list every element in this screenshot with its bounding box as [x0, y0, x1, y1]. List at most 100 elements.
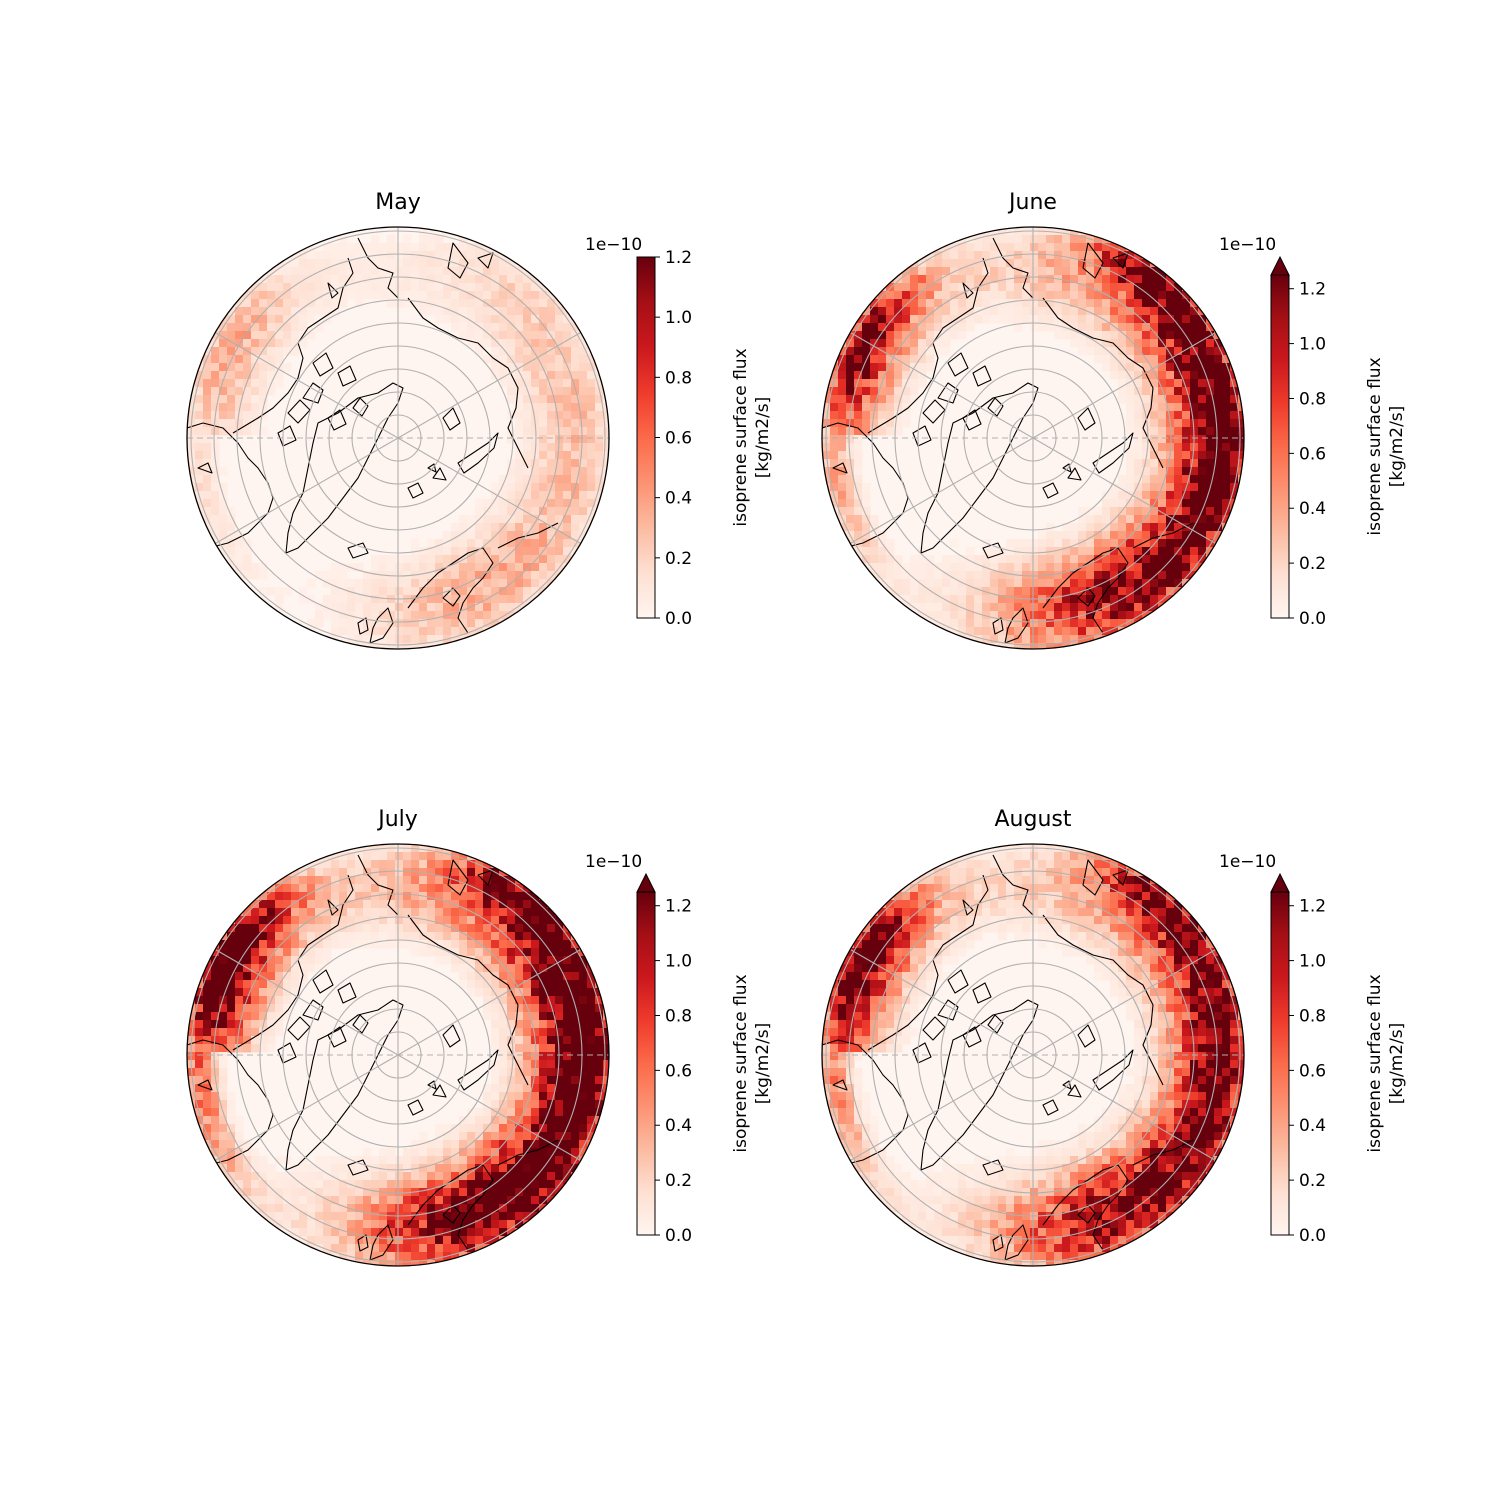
flux-cell	[475, 1236, 484, 1245]
flux-cell	[499, 323, 508, 332]
flux-cell	[1086, 611, 1095, 620]
flux-cell	[331, 299, 340, 308]
flux-cell	[1094, 868, 1103, 877]
flux-cell	[1214, 363, 1223, 372]
flux-cell	[563, 1044, 572, 1053]
flux-cell	[982, 555, 991, 564]
flux-cell	[211, 515, 220, 524]
flux-cell	[886, 387, 895, 396]
flux-cell	[291, 1196, 300, 1205]
flux-cell	[878, 363, 887, 372]
flux-cell	[998, 611, 1007, 620]
flux-cell	[1110, 483, 1119, 492]
flux-cell	[878, 323, 887, 332]
flux-cell	[547, 908, 556, 917]
flux-cell	[563, 1092, 572, 1101]
flux-cell	[443, 1220, 452, 1229]
flux-cell	[579, 411, 588, 420]
flux-cell	[347, 868, 356, 877]
flux-cell	[1126, 459, 1135, 468]
flux-cell	[435, 1124, 444, 1133]
flux-cell	[1150, 275, 1159, 284]
flux-cell	[235, 379, 244, 388]
flux-cell	[451, 860, 460, 869]
flux-cell	[515, 972, 524, 981]
flux-cell	[515, 1196, 524, 1205]
flux-cell	[539, 315, 548, 324]
flux-cell	[571, 1052, 580, 1061]
flux-cell	[371, 1220, 380, 1229]
flux-cell	[579, 1076, 588, 1085]
flux-cell	[427, 1252, 436, 1261]
flux-cell	[563, 1116, 572, 1125]
flux-cell	[507, 259, 516, 268]
flux-cell	[259, 1036, 268, 1045]
flux-cell	[531, 395, 540, 404]
flux-cell	[950, 259, 959, 268]
flux-cell	[211, 355, 220, 364]
flux-cell	[902, 331, 911, 340]
flux-cell	[411, 852, 420, 861]
flux-cell	[838, 331, 847, 340]
flux-cell	[515, 1124, 524, 1133]
flux-cell	[531, 1180, 540, 1189]
flux-cell	[547, 411, 556, 420]
flux-cell	[1102, 611, 1111, 620]
flux-cell	[902, 323, 911, 332]
flux-cell	[523, 587, 532, 596]
flux-cell	[539, 435, 548, 444]
flux-cell	[403, 1236, 412, 1245]
flux-cell	[523, 1156, 532, 1165]
flux-cell	[515, 1052, 524, 1061]
flux-cell	[982, 283, 991, 292]
flux-cell	[1102, 355, 1111, 364]
flux-cell	[435, 1180, 444, 1189]
flux-cell	[854, 379, 863, 388]
flux-cell	[523, 499, 532, 508]
flux-cell	[507, 515, 516, 524]
flux-cell	[910, 283, 919, 292]
flux-cell	[950, 571, 959, 580]
flux-cell	[227, 523, 236, 532]
flux-cell	[435, 291, 444, 300]
flux-cell	[934, 347, 943, 356]
flux-cell	[275, 283, 284, 292]
flux-cell	[998, 243, 1007, 252]
flux-cell	[894, 379, 903, 388]
flux-cell	[331, 900, 340, 909]
flux-cell	[950, 892, 959, 901]
flux-cell	[555, 980, 564, 989]
flux-cell	[894, 900, 903, 909]
flux-cell	[1062, 571, 1071, 580]
flux-cell	[1182, 515, 1191, 524]
flux-cell	[1150, 547, 1159, 556]
flux-cell	[491, 1188, 500, 1197]
flux-cell	[523, 259, 532, 268]
flux-cell	[990, 227, 999, 236]
flux-cell	[1158, 323, 1167, 332]
flux-cell	[1070, 235, 1079, 244]
flux-cell	[918, 619, 927, 628]
flux-cell	[291, 892, 300, 901]
flux-cell	[467, 331, 476, 340]
flux-cell	[1198, 555, 1207, 564]
flux-cell	[1158, 307, 1167, 316]
flux-cell	[1126, 587, 1135, 596]
flux-cell	[571, 427, 580, 436]
flux-cell	[251, 932, 260, 941]
flux-cell	[291, 988, 300, 997]
flux-cell	[491, 988, 500, 997]
flux-cell	[1150, 451, 1159, 460]
flux-cell	[235, 555, 244, 564]
flux-cell	[950, 251, 959, 260]
flux-cell	[451, 1140, 460, 1149]
flux-cell	[523, 980, 532, 989]
flux-cell	[435, 1252, 444, 1261]
flux-cell	[1006, 243, 1015, 252]
flux-cell	[491, 499, 500, 508]
flux-cell	[830, 475, 839, 484]
flux-cell	[555, 555, 564, 564]
flux-cell	[950, 539, 959, 548]
flux-cell	[219, 539, 228, 548]
flux-cell	[547, 403, 556, 412]
